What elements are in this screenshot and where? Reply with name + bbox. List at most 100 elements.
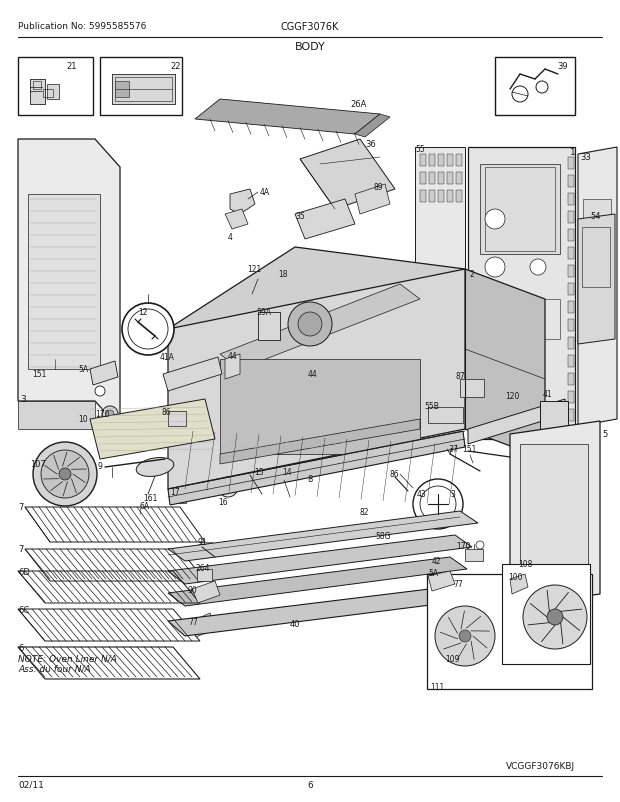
Text: 44: 44 (228, 351, 237, 361)
Text: 151: 151 (32, 370, 46, 379)
Polygon shape (168, 585, 478, 636)
Bar (429, 191, 435, 203)
Text: 4A: 4A (260, 188, 270, 196)
Polygon shape (192, 581, 220, 603)
Bar (43, 90, 53, 98)
Bar (28, 195, 100, 370)
Text: 86: 86 (390, 469, 400, 479)
Polygon shape (168, 431, 465, 505)
Circle shape (59, 468, 71, 480)
Text: 58G: 58G (375, 532, 391, 541)
Text: 22: 22 (170, 62, 180, 71)
Text: 3: 3 (20, 395, 26, 403)
Text: 02/11: 02/11 (18, 780, 44, 789)
Polygon shape (225, 354, 240, 379)
Bar (420, 155, 426, 167)
Text: 120: 120 (505, 391, 520, 400)
Text: 9: 9 (97, 461, 102, 471)
Polygon shape (510, 422, 600, 607)
Text: 43: 43 (416, 489, 426, 498)
Bar (568, 320, 574, 331)
Text: 6D: 6D (18, 567, 30, 577)
Bar (568, 158, 574, 170)
Circle shape (476, 541, 484, 549)
Text: VCGGF3076KBJ: VCGGF3076KBJ (506, 761, 575, 770)
Text: 109: 109 (445, 654, 459, 663)
Bar (33, 82, 41, 90)
Bar (100, 58, 182, 115)
Circle shape (218, 477, 238, 497)
Circle shape (288, 302, 332, 346)
Text: 111: 111 (430, 683, 445, 691)
Circle shape (485, 257, 505, 277)
Bar (429, 155, 435, 167)
Bar (568, 338, 574, 350)
Bar (456, 172, 462, 184)
Bar (200, 542, 212, 550)
Polygon shape (30, 80, 45, 105)
Text: 264: 264 (195, 563, 210, 573)
Polygon shape (355, 184, 390, 215)
Text: BODY: BODY (294, 42, 326, 52)
Polygon shape (168, 248, 465, 351)
Bar (447, 172, 453, 184)
Bar (178, 489, 186, 504)
Bar (568, 427, 574, 439)
Bar (480, 300, 560, 339)
Text: 37: 37 (448, 444, 458, 453)
Text: 2: 2 (470, 269, 475, 278)
Polygon shape (455, 582, 478, 602)
Text: 91: 91 (198, 537, 208, 546)
Text: 44: 44 (308, 370, 317, 379)
Text: 39: 39 (557, 62, 568, 71)
Text: CGGF3076K: CGGF3076K (281, 22, 339, 32)
Bar (447, 155, 453, 167)
Circle shape (122, 304, 174, 355)
Text: 41A: 41A (160, 353, 175, 362)
Text: 55B: 55B (424, 402, 439, 411)
Bar (568, 410, 574, 422)
Bar (278, 277, 296, 313)
Text: 6C: 6C (18, 606, 29, 614)
Polygon shape (225, 210, 248, 229)
Bar (115, 78, 172, 102)
Text: 170: 170 (456, 541, 471, 550)
Polygon shape (220, 419, 420, 464)
Text: NOTE: Oven Liner N/A: NOTE: Oven Liner N/A (18, 654, 117, 663)
Text: 33: 33 (580, 153, 591, 162)
Polygon shape (415, 148, 465, 285)
Bar (197, 569, 212, 581)
Text: 12: 12 (138, 308, 148, 317)
Text: 5A: 5A (428, 569, 438, 577)
Bar (568, 391, 574, 403)
Polygon shape (168, 557, 467, 606)
Bar (248, 472, 264, 480)
Polygon shape (295, 200, 355, 240)
Bar (568, 248, 574, 260)
Text: 5: 5 (602, 429, 607, 439)
Bar (278, 472, 294, 480)
Polygon shape (230, 190, 255, 215)
Bar (30, 80, 45, 105)
Bar (438, 191, 444, 203)
Bar (420, 191, 426, 203)
Bar (568, 212, 574, 224)
Circle shape (512, 87, 528, 103)
Circle shape (298, 313, 322, 337)
Polygon shape (163, 358, 222, 391)
Bar (460, 379, 484, 398)
Circle shape (435, 606, 495, 666)
Text: 42: 42 (432, 557, 441, 565)
Bar (540, 402, 568, 467)
Bar (112, 75, 175, 105)
Text: 89: 89 (374, 183, 384, 192)
Bar (495, 58, 575, 115)
Text: 10: 10 (78, 415, 87, 423)
Bar (456, 155, 462, 167)
Bar (220, 359, 420, 455)
Polygon shape (428, 571, 455, 591)
Text: 59A: 59A (256, 308, 271, 317)
Text: 54: 54 (590, 212, 601, 221)
Polygon shape (112, 75, 175, 105)
Text: 77: 77 (453, 579, 463, 588)
